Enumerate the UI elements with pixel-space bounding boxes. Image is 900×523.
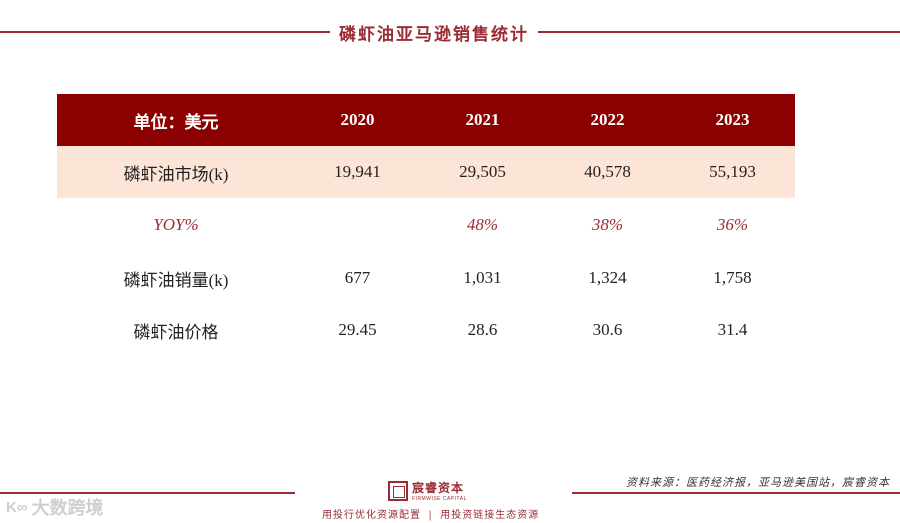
company-logo: 宸睿资本 FIRMWISE CAPITAL bbox=[388, 479, 467, 502]
page-title: 磷虾油亚马逊销售统计 bbox=[339, 25, 529, 44]
year-header: 2023 bbox=[715, 110, 750, 129]
cell-value: 677 bbox=[344, 268, 371, 287]
cell-value: 40,578 bbox=[584, 162, 631, 181]
table-row-yoy: YOY% 48% 38% 36% bbox=[57, 198, 795, 252]
slogan-left: 用投行优化资源配置 bbox=[322, 510, 421, 521]
cell-value: 29,505 bbox=[459, 162, 506, 181]
cell-value: 48% bbox=[466, 215, 499, 234]
cell-value: 36% bbox=[716, 215, 749, 234]
year-header: 2020 bbox=[340, 110, 375, 129]
slogan-right: 用投资链接生态资源 bbox=[440, 510, 540, 521]
cell-value: 55,193 bbox=[709, 162, 756, 181]
logo-name-en: FIRMWISE CAPITAL bbox=[412, 496, 467, 502]
sales-statistics-table: 单位：美元 2020 2021 2022 2023 磷虾油市场(k) 19,94… bbox=[57, 94, 795, 356]
footer-rule-left bbox=[0, 492, 295, 494]
year-header: 2022 bbox=[590, 110, 625, 129]
cell-value: 31.4 bbox=[717, 320, 748, 339]
source-note: 资料来源：医药经济报，亚马逊美国站，宸睿资本 bbox=[626, 477, 890, 489]
cell-value: 38% bbox=[591, 215, 624, 234]
footer-slogan: 用投行优化资源配置 | 用投资链接生态资源 bbox=[322, 506, 539, 521]
row-label: 磷虾油价格 bbox=[133, 322, 219, 342]
cell-value: 1,758 bbox=[713, 268, 752, 287]
row-label: 磷虾油市场(k) bbox=[123, 164, 229, 184]
year-header: 2021 bbox=[465, 110, 500, 129]
cell-value: 29.45 bbox=[338, 320, 377, 339]
cell-value: 28.6 bbox=[467, 320, 498, 339]
table-row-price: 磷虾油价格 29.45 28.6 30.6 31.4 bbox=[57, 304, 795, 356]
logo-name-cn: 宸睿资本 bbox=[412, 481, 465, 495]
unit-label: 单位：美元 bbox=[133, 112, 219, 132]
logo-seal-icon bbox=[388, 480, 408, 501]
cell-value: 1,324 bbox=[588, 268, 627, 287]
watermark-text: 大数跨境 bbox=[31, 498, 104, 518]
cell-value bbox=[295, 198, 420, 252]
watermark: K∞ 大数跨境 bbox=[6, 494, 104, 520]
table-row-market: 磷虾油市场(k) 19,941 29,505 40,578 55,193 bbox=[57, 146, 795, 198]
row-label: 磷虾油销量(k) bbox=[123, 270, 229, 290]
cell-value: 1,031 bbox=[463, 268, 502, 287]
row-label: YOY% bbox=[153, 215, 199, 234]
cell-value: 19,941 bbox=[334, 162, 381, 181]
title-rule-right bbox=[538, 31, 900, 33]
footer-rule-right bbox=[572, 492, 900, 494]
title-rule-left bbox=[0, 31, 330, 33]
slogan-separator: | bbox=[429, 510, 433, 521]
watermark-logo-icon: K∞ bbox=[6, 498, 28, 516]
table-row-volume: 磷虾油销量(k) 677 1,031 1,324 1,758 bbox=[57, 252, 795, 304]
table-header-row: 单位：美元 2020 2021 2022 2023 bbox=[57, 94, 795, 146]
cell-value: 30.6 bbox=[592, 320, 623, 339]
